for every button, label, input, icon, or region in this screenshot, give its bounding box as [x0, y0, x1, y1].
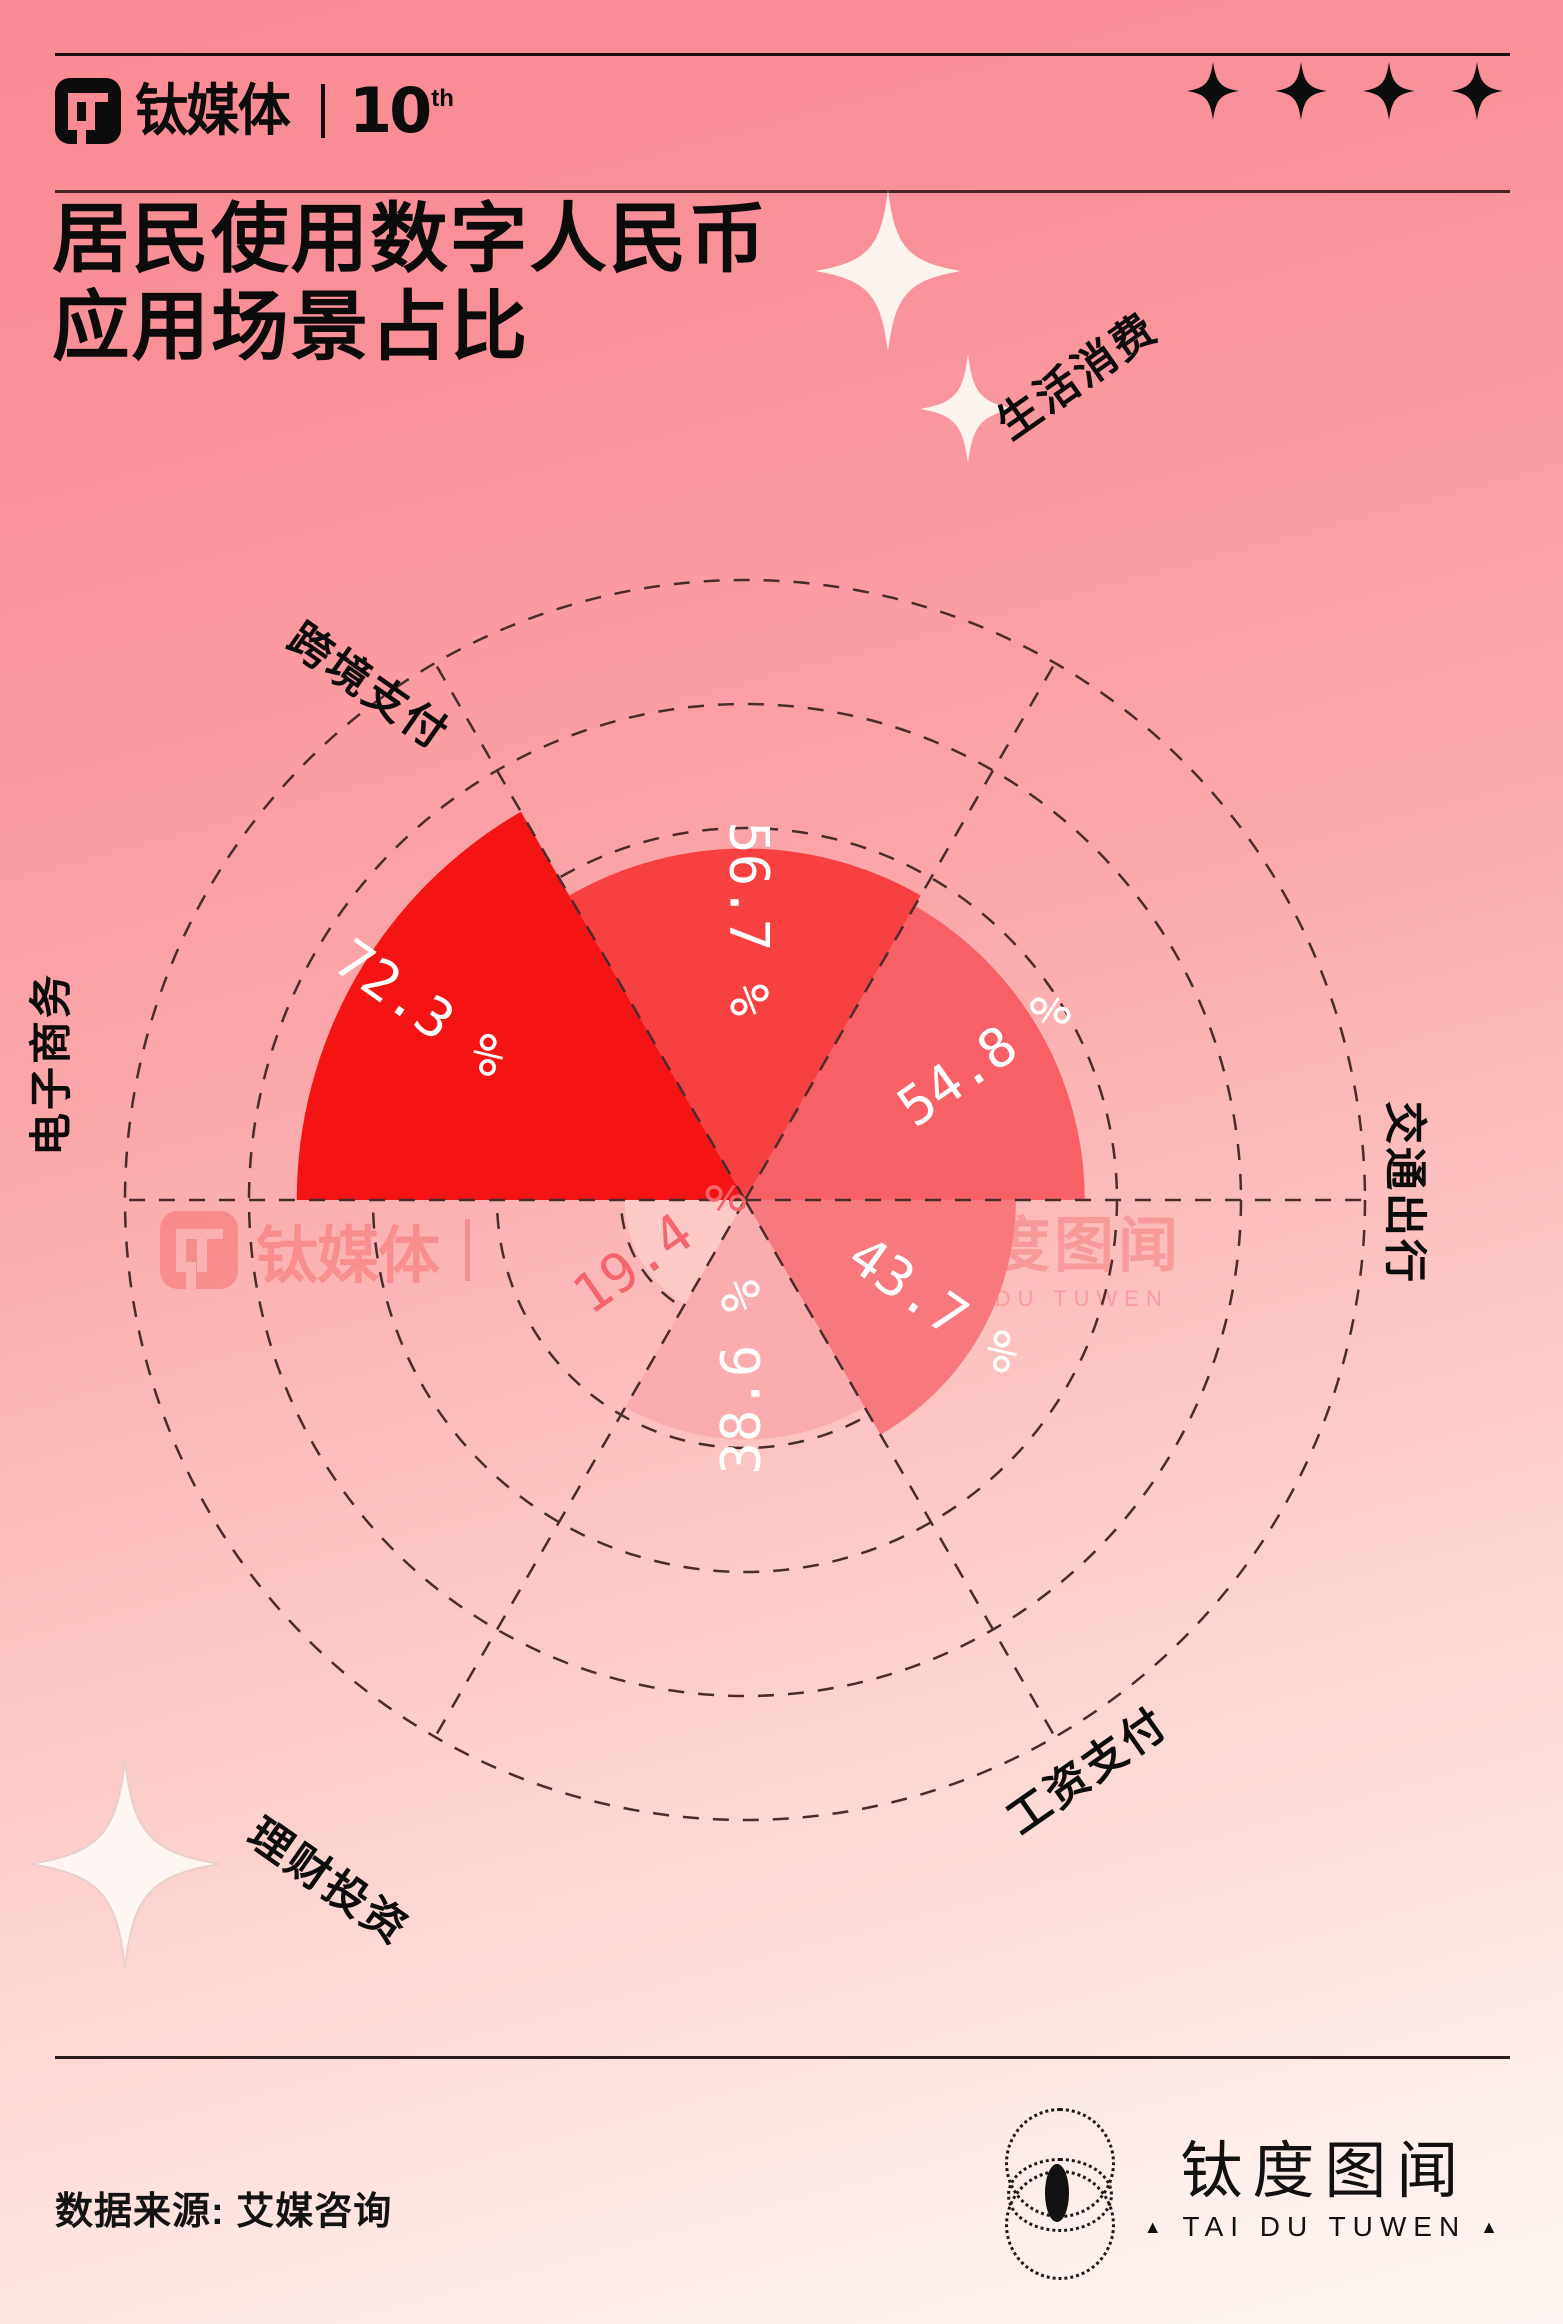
brand-lockup: 钛媒体 10 th — [55, 78, 454, 144]
sector-理财投资 — [745, 1200, 1016, 1435]
sparkle-star-icon — [30, 1760, 220, 1968]
page-title-line2: 应用场景占比 — [52, 285, 530, 371]
header-spark-row — [1187, 62, 1503, 120]
value-label-交通出行: 56.7 % — [717, 821, 780, 1016]
titanium-media-logo-icon — [55, 78, 121, 144]
chart-axis-spokes — [125, 662, 1365, 1738]
triangle-marker-icon: ▲ — [1480, 2216, 1505, 2237]
footer-divider — [55, 2056, 1510, 2059]
footer-logo: 钛度图闻 ▲ TAI DU TUWEN ▲ — [996, 2108, 1505, 2280]
chart-sectors — [296, 811, 1085, 1440]
four-point-star-icon — [1187, 62, 1239, 120]
footer-logo-en: TAI DU TUWEN — [1182, 2211, 1467, 2242]
sparkle-star-icon — [920, 355, 1016, 463]
sector-交通出行 — [569, 848, 921, 1200]
header-divider-top — [55, 53, 1510, 56]
four-point-star-icon — [1363, 62, 1415, 120]
page-title: 居民使用数字人民币 应用场景占比 — [52, 196, 952, 372]
four-point-star-icon — [1451, 62, 1503, 120]
value-label-电子商务: 38.6 % — [710, 1280, 773, 1475]
triangle-marker-icon: ▲ — [1143, 2216, 1169, 2237]
rose-chart: 72.3 % 56.7 % 54.8 % 43.7 % 38.6 % 19.4 % 生活消… — [0, 304, 1563, 1954]
rose-chart-svg: 72.3 % 56.7 %54.8 %43.7 %38.6 %19.4 % — [123, 578, 1367, 1822]
header-divider-bottom — [55, 190, 1510, 193]
brand-separator — [321, 84, 325, 138]
data-source-text: 数据来源: 艾媒咨询 — [55, 2191, 393, 2233]
sector-工资支付 — [745, 905, 1085, 1200]
footer-logo-en-row: ▲ TAI DU TUWEN ▲ — [1144, 2211, 1505, 2243]
sector-跨境支付 — [624, 1200, 745, 1305]
four-point-star-icon — [1275, 62, 1327, 120]
footer-logo-cn: 钛度图闻 — [1180, 2137, 1469, 2206]
brand-name: 钛媒体 — [135, 79, 291, 142]
sector-电子商务 — [625, 1200, 865, 1440]
category-label-交通出行: 交通出行 — [1380, 1101, 1428, 1285]
eye-logo-icon — [996, 2108, 1118, 2280]
page-title-line1: 居民使用数字人民币 — [52, 197, 769, 282]
category-label-电子商务: 电子商务 — [28, 972, 76, 1156]
footer-logo-text: 钛度图闻 ▲ TAI DU TUWEN ▲ — [1144, 2141, 1505, 2243]
sparkle-star-icon — [815, 190, 961, 352]
sector-生活消费 — [296, 811, 745, 1200]
anniversary-number: 10 — [349, 74, 432, 148]
anniversary-badge: 10 th — [349, 74, 454, 148]
anniversary-suffix: th — [431, 85, 454, 113]
